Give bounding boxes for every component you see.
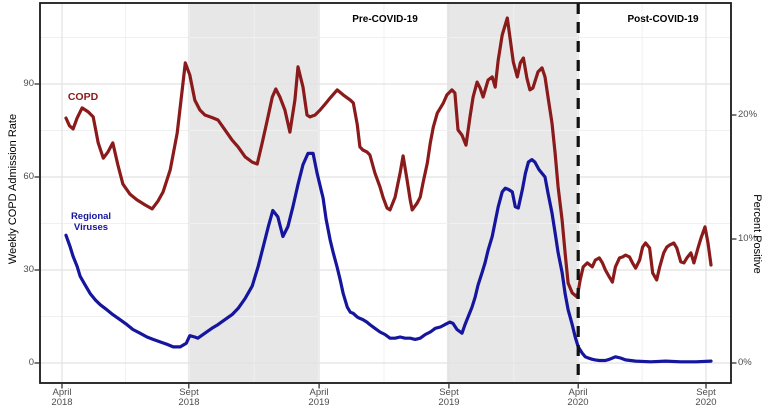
right-tick-10pct: 10% <box>738 233 758 244</box>
left-tick-0: 0 <box>28 357 34 368</box>
x-tick-apr2018: April 2018 <box>51 387 73 407</box>
regional-viruses-line <box>64 151 713 364</box>
x-tick-sep2019: Sept 2019 <box>438 387 460 407</box>
post-covid-label: Post-COVID-19 <box>627 14 699 25</box>
left-tick-60: 60 <box>23 171 34 182</box>
x-tick-apr2020: April 2020 <box>567 387 589 407</box>
x-tick-sep2018: Sept 2018 <box>178 387 200 407</box>
copd-line <box>64 16 713 299</box>
left-tick-30: 30 <box>23 264 34 275</box>
right-tick-0pct: 0% <box>738 357 752 368</box>
panel-border <box>39 2 732 384</box>
copd-series-label: COPD <box>67 91 99 103</box>
left-tick-90: 90 <box>23 78 34 89</box>
right-tick-20pct: 20% <box>738 109 758 120</box>
x-tick-sep2020: Sept 2020 <box>695 387 717 407</box>
pre-covid-label: Pre-COVID-19 <box>352 14 418 25</box>
viruses-series-label: Regional Viruses <box>70 211 112 233</box>
x-tick-apr2019: April 2019 <box>308 387 330 407</box>
